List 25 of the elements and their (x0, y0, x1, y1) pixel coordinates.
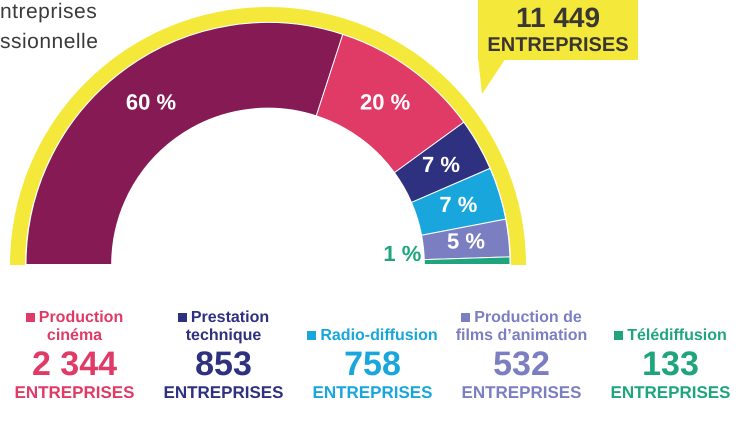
legend-label: Radio-diffusion (320, 327, 438, 344)
data-label: 5 % (447, 228, 485, 254)
text: ssionnelle (0, 30, 98, 54)
data-label: 7 % (439, 192, 478, 217)
legend-label: Prestation technique (186, 309, 270, 344)
data-label: 20 % (360, 89, 410, 114)
text: ENTREPRISES (312, 383, 434, 403)
legend-label: Production cinéma (38, 309, 124, 344)
data-label: 1 % (383, 241, 422, 266)
text: ENTREPRISES (162, 383, 284, 403)
data-label: 7 % (422, 152, 460, 177)
text: ENTREPRISES (486, 34, 630, 56)
text: ntreprises (0, 0, 98, 24)
text: 758 (343, 345, 402, 383)
legend-label: Télédiffusion (627, 327, 727, 344)
data-label: 60 % (126, 89, 176, 114)
text: 853 (194, 345, 253, 383)
text: 2 344 (30, 345, 118, 383)
text: ENTREPRISES (14, 383, 136, 403)
legend-label: Production de films d’animation (456, 309, 588, 344)
text: 532 (492, 345, 551, 383)
text: 11 449 (514, 1, 602, 34)
text: ENTREPRISES (610, 383, 732, 403)
text: ENTREPRISES (460, 383, 582, 403)
text: 133 (641, 345, 700, 383)
